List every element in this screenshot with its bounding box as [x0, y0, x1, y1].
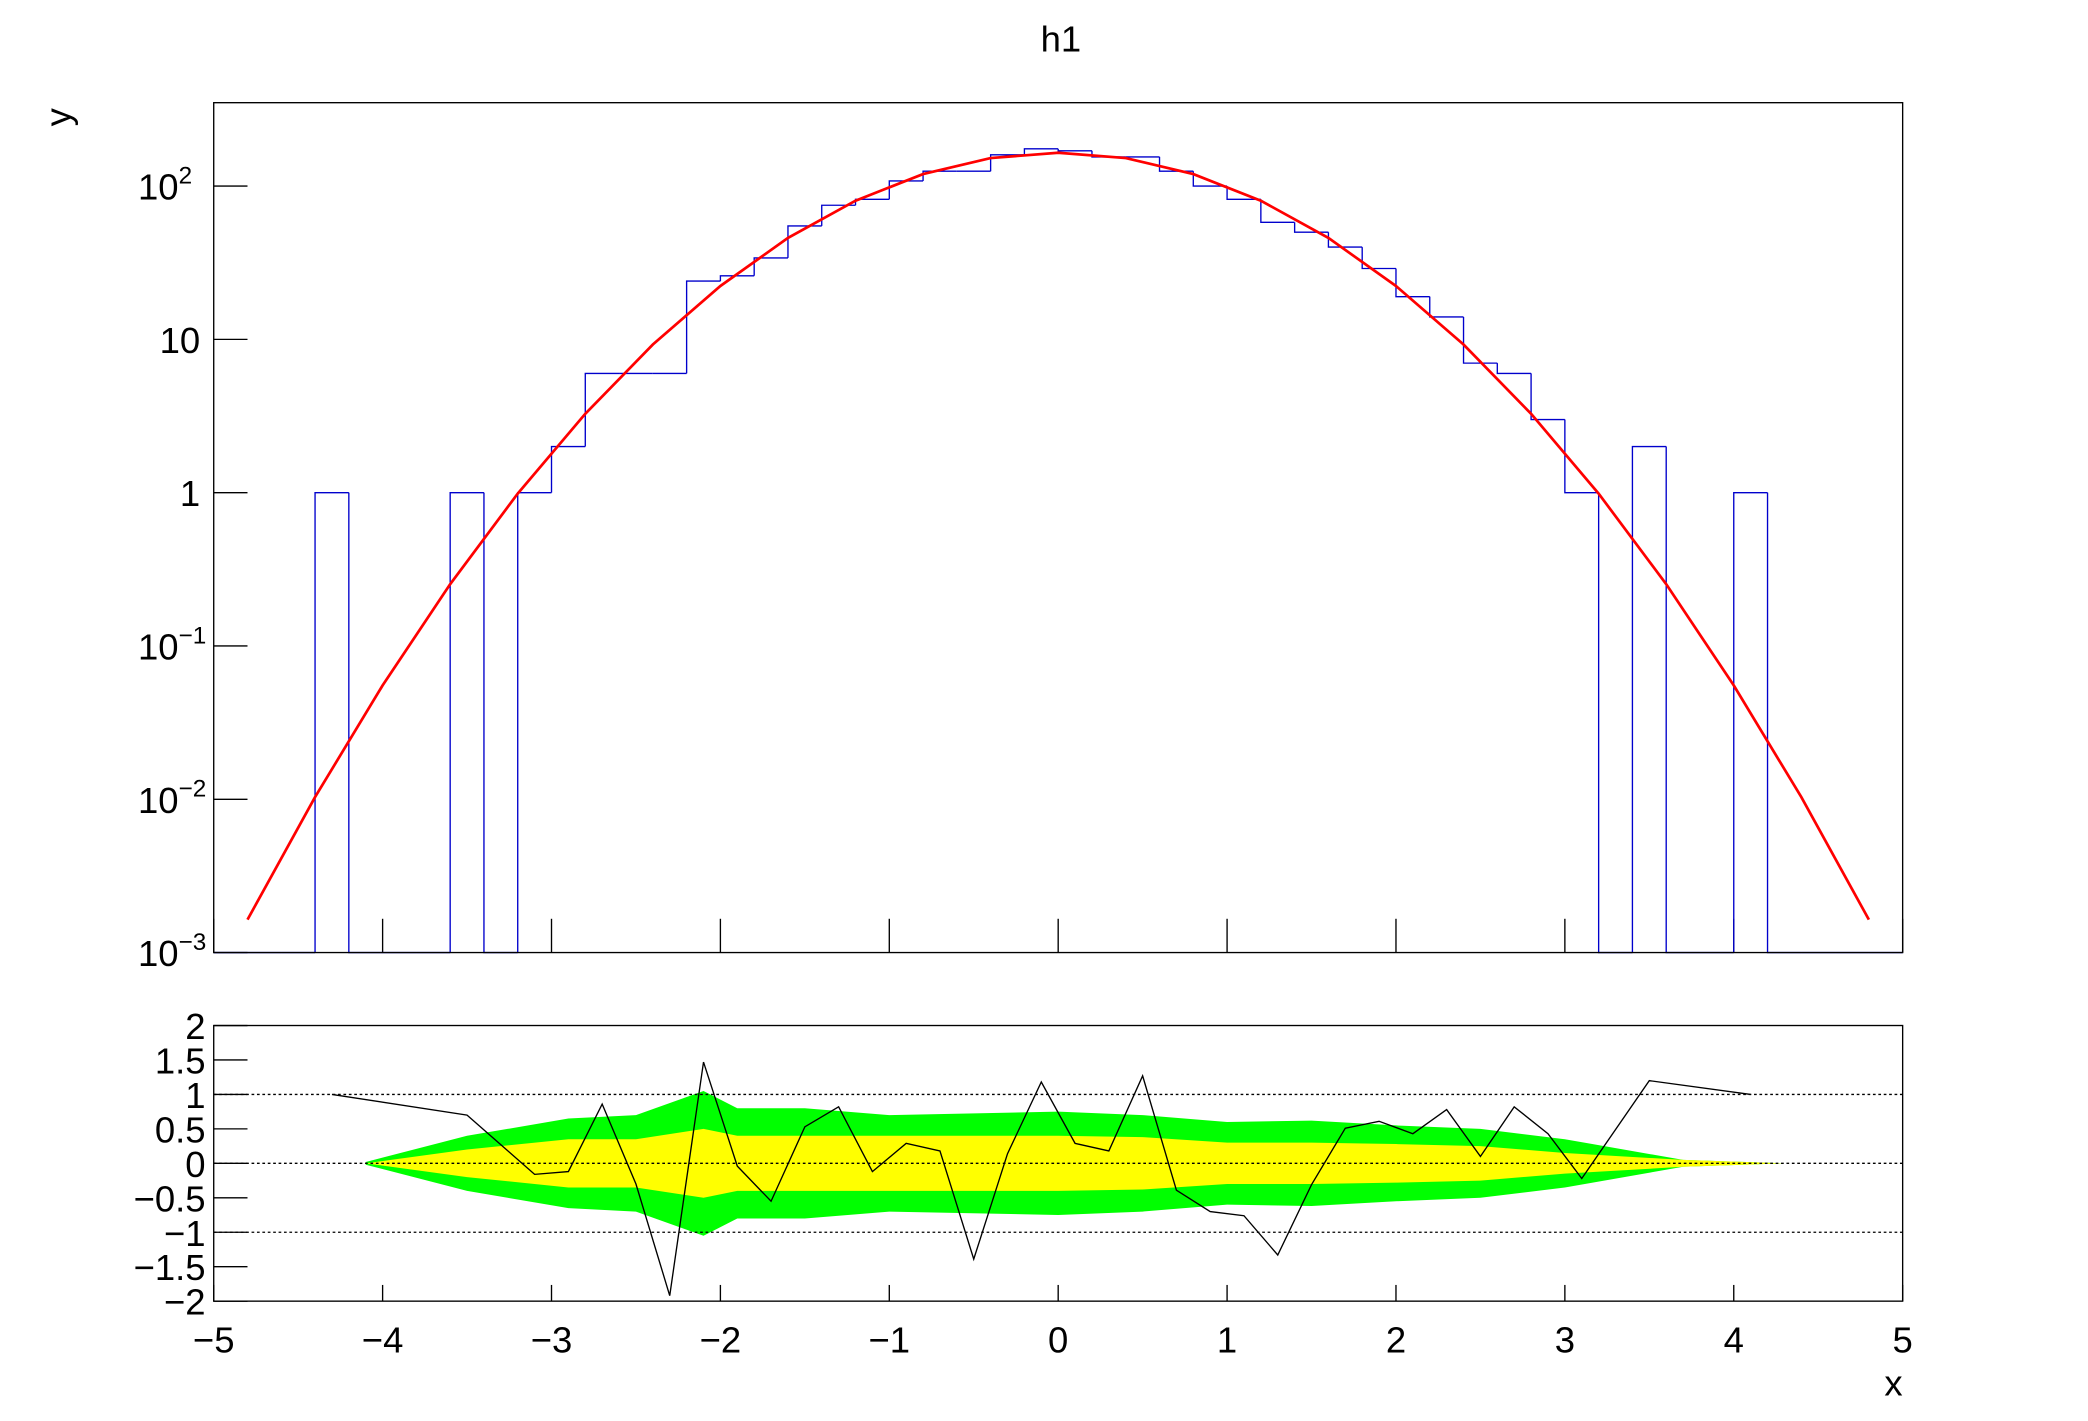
- chart-title: h1: [1041, 18, 1082, 59]
- x-tick-label: 4: [1724, 1319, 1744, 1360]
- histogram-bin: [1057, 148, 1092, 152]
- y-tick-label: 2: [185, 1006, 205, 1047]
- plot-frame: [213, 1024, 1904, 1302]
- y-axis-label: y: [38, 107, 79, 126]
- histogram-bin: [550, 445, 586, 493]
- fit-curve: [246, 151, 1871, 921]
- y-tick-label: 1.5: [155, 1040, 206, 1081]
- y-tick-exponent: 2: [179, 162, 193, 189]
- histogram-bin: [753, 257, 788, 276]
- histogram-bin: [1226, 186, 1261, 200]
- histogram-bin: [1530, 373, 1565, 421]
- y-tick-label: 1: [180, 473, 200, 514]
- histogram-bin: [1260, 199, 1295, 224]
- histogram-bin: [1733, 492, 1768, 953]
- histogram-bin: [888, 180, 924, 200]
- histogram-bin: [584, 372, 620, 447]
- y-tick-exponent: −2: [179, 776, 207, 803]
- x-tick-label: 5: [1893, 1319, 1913, 1360]
- y-tick-label: −0.5: [134, 1178, 206, 1219]
- histogram-bin: [719, 275, 755, 282]
- x-tick-label: −1: [868, 1319, 910, 1360]
- y-tick-label: −1.5: [134, 1247, 206, 1288]
- residual-line: [331, 1061, 1751, 1296]
- y-tick-label: 10: [138, 167, 179, 208]
- y-tick-exponent: −1: [179, 622, 207, 649]
- x-tick-label: −4: [362, 1319, 404, 1360]
- y-tick-label: 1: [185, 1075, 205, 1116]
- y-tick-label: 10: [138, 933, 179, 974]
- histogram-bin: [1631, 445, 1667, 953]
- x-tick-label: 3: [1555, 1319, 1575, 1360]
- plot-frame: [213, 102, 1904, 954]
- histogram-bin: [1023, 148, 1059, 155]
- histogram-bin: [922, 170, 957, 181]
- histogram-bin: [1564, 419, 1599, 494]
- histogram-bin: [1496, 363, 1532, 375]
- y-tick-label: 10: [138, 626, 179, 667]
- x-tick-label: −2: [700, 1319, 742, 1360]
- x-tick-label: 2: [1386, 1319, 1406, 1360]
- y-tick-label: −1: [164, 1213, 206, 1254]
- y-tick-label: 10: [160, 320, 201, 361]
- histogram-bin: [449, 492, 484, 953]
- histogram-bin: [685, 280, 721, 374]
- y-tick-label: 0.5: [155, 1109, 206, 1150]
- histogram-bin: [989, 154, 1025, 172]
- x-tick-label: −5: [193, 1319, 235, 1360]
- x-axis-label: x: [1884, 1363, 1902, 1404]
- histogram-bin: [1192, 171, 1228, 187]
- y-tick-label: 10: [138, 780, 179, 821]
- x-tick-label: 0: [1048, 1319, 1068, 1360]
- x-tick-label: 1: [1217, 1319, 1237, 1360]
- y-tick-exponent: −3: [179, 929, 207, 956]
- y-tick-label: −2: [164, 1282, 206, 1323]
- histogram-bin: [1462, 316, 1498, 364]
- histogram-bin: [1395, 268, 1430, 298]
- x-tick-label: −3: [531, 1319, 573, 1360]
- histogram-bin: [1361, 247, 1396, 270]
- y-tick-label: 0: [185, 1144, 205, 1185]
